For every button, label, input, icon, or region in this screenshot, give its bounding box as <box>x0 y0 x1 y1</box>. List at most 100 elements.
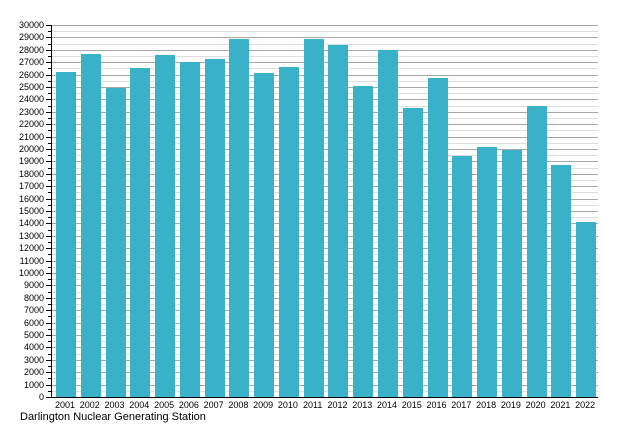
bar-2022 <box>576 222 597 397</box>
y-axis-label: 8000 <box>23 292 44 303</box>
y-tick <box>48 229 51 231</box>
x-axis-label: 2003 <box>104 400 125 410</box>
x-axis-label: 2005 <box>154 400 175 410</box>
y-axis-label: 14000 <box>18 218 44 229</box>
x-axis-label: 2006 <box>178 400 199 410</box>
y-tick <box>46 198 51 200</box>
x-axis-label: 2002 <box>79 400 100 410</box>
y-tick <box>46 186 51 188</box>
bar-2004 <box>130 67 151 397</box>
y-axis-label: 16000 <box>18 193 44 204</box>
major-gridline <box>52 273 598 274</box>
y-axis-label: 3000 <box>23 354 44 365</box>
major-gridline <box>52 161 598 163</box>
minor-gridline <box>52 341 598 343</box>
major-gridline <box>52 37 598 39</box>
minor-gridline <box>52 118 598 119</box>
x-axis-label: 2014 <box>376 400 398 410</box>
bar-2003 <box>105 88 126 397</box>
y-tick <box>46 310 51 312</box>
y-tick <box>48 130 51 132</box>
bar-2015 <box>402 108 423 397</box>
y-tick <box>48 341 51 343</box>
plot-area <box>51 25 598 398</box>
y-axis-label: 2000 <box>23 367 44 378</box>
y-tick <box>48 242 51 243</box>
y-tick <box>46 322 51 324</box>
y-tick <box>48 105 51 107</box>
y-tick <box>48 217 51 219</box>
x-axis-label: 2022 <box>575 400 596 410</box>
bar-2006 <box>179 62 200 397</box>
major-gridline <box>52 285 598 287</box>
y-axis-label: 19000 <box>18 156 44 167</box>
minor-gridline <box>52 304 598 305</box>
y-tick <box>48 80 51 82</box>
bar-2014 <box>378 49 398 397</box>
major-gridline <box>52 310 598 312</box>
bar-2007 <box>204 59 225 397</box>
y-tick <box>48 155 51 157</box>
y-tick <box>48 316 51 318</box>
y-axis-label: 10000 <box>18 268 44 278</box>
y-axis-label: 28000 <box>18 44 44 55</box>
y-axis-label: 27000 <box>18 57 44 68</box>
minor-gridline <box>52 353 598 355</box>
minor-gridline <box>52 291 598 293</box>
y-axis-label: 4000 <box>23 342 44 353</box>
y-tick <box>48 291 51 293</box>
minor-gridline <box>52 204 598 206</box>
y-tick <box>48 378 51 380</box>
major-gridline <box>52 49 598 51</box>
bar-2008 <box>229 39 250 397</box>
x-axis-label: 2018 <box>476 400 497 410</box>
y-axis-label: 29000 <box>18 32 44 43</box>
major-gridline <box>52 297 598 299</box>
major-gridline <box>52 235 598 237</box>
y-tick <box>46 173 51 175</box>
x-axis-label: 2008 <box>228 400 249 410</box>
major-gridline <box>52 136 598 138</box>
minor-gridline <box>52 316 598 318</box>
y-tick <box>46 74 51 76</box>
y-axis-label: 6000 <box>23 317 44 328</box>
bar-2013 <box>353 85 374 397</box>
minor-gridline <box>52 31 598 33</box>
minor-gridline <box>52 167 598 169</box>
minor-gridline <box>52 254 598 256</box>
y-axis-label: 22000 <box>18 119 44 130</box>
minor-gridline <box>52 130 598 132</box>
y-axis-label: 21000 <box>18 131 44 142</box>
y-tick <box>46 372 51 374</box>
minor-gridline <box>52 180 598 181</box>
minor-gridline <box>52 242 598 243</box>
x-axis-label: 2020 <box>525 400 546 410</box>
minor-gridline <box>52 68 598 70</box>
major-gridline <box>52 111 598 113</box>
y-axis-label: 1000 <box>23 379 44 390</box>
y-tick <box>48 390 51 392</box>
y-tick <box>46 136 51 138</box>
minor-gridline <box>52 192 598 194</box>
x-axis-label: 2007 <box>203 400 224 410</box>
bar-2009 <box>254 73 275 397</box>
major-gridline <box>52 99 598 101</box>
y-tick <box>48 93 51 95</box>
y-tick <box>48 68 51 70</box>
y-tick <box>46 384 51 386</box>
minor-gridline <box>52 217 598 219</box>
major-gridline <box>52 260 598 262</box>
minor-gridline <box>52 266 598 268</box>
minor-gridline <box>52 366 598 367</box>
bar-2020 <box>526 105 547 397</box>
y-axis-label: 20000 <box>18 144 44 154</box>
y-tick <box>46 25 51 26</box>
x-axis-label: 2017 <box>451 400 472 410</box>
y-tick <box>46 49 51 51</box>
y-axis-label: 5000 <box>23 330 44 340</box>
y-tick <box>46 99 51 101</box>
bar-2002 <box>80 54 101 397</box>
major-gridline <box>52 359 598 361</box>
y-axis-label: 23000 <box>18 106 44 117</box>
